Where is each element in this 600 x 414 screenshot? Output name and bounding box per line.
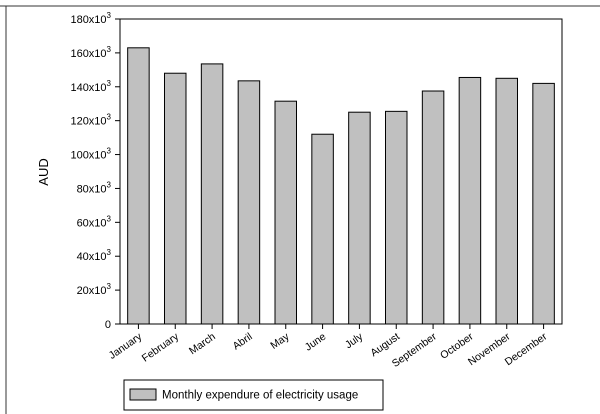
y-tick-label: 120x103	[70, 113, 111, 128]
bar	[496, 78, 518, 324]
x-tick-label: February	[140, 330, 182, 364]
y-tick-label: 100x103	[70, 147, 111, 162]
legend-swatch	[130, 389, 156, 400]
y-tick-label: 20x103	[77, 282, 112, 297]
plot-area: 0 20x103 40x103 60x103 80x103 100x103 120x103 1…	[70, 11, 562, 370]
y-tick-label: 80x103	[77, 180, 112, 195]
x-tick-label: January	[107, 330, 145, 362]
bar	[386, 111, 408, 324]
y-tick-label: 40x103	[77, 248, 112, 263]
bar	[165, 73, 187, 324]
x-tick-label: Abril	[231, 331, 255, 353]
bar	[275, 101, 297, 324]
y-tick-label: 0	[105, 319, 111, 331]
bar	[422, 91, 444, 324]
y-axis-title: AUD	[36, 158, 51, 185]
bar	[201, 64, 223, 324]
x-tick-label: May	[268, 330, 292, 352]
legend-label: Monthly expendure of electricity usage	[162, 390, 358, 402]
bar	[349, 112, 371, 324]
x-tick-label: June	[303, 331, 329, 354]
bar	[312, 134, 334, 324]
y-tick-label: 180x103	[70, 11, 111, 26]
legend: Monthly expendure of electricity usage	[124, 380, 383, 410]
y-tick-label: 160x103	[70, 45, 111, 60]
bar	[238, 81, 260, 324]
bar	[459, 77, 481, 324]
x-tick-label: March	[187, 331, 218, 358]
x-tick-label: July	[343, 330, 366, 351]
y-tick-label: 60x103	[77, 214, 112, 229]
bar	[533, 83, 555, 324]
x-tick-label: December	[503, 330, 550, 368]
y-tick-label: 140x103	[70, 79, 111, 94]
bar	[128, 48, 149, 324]
